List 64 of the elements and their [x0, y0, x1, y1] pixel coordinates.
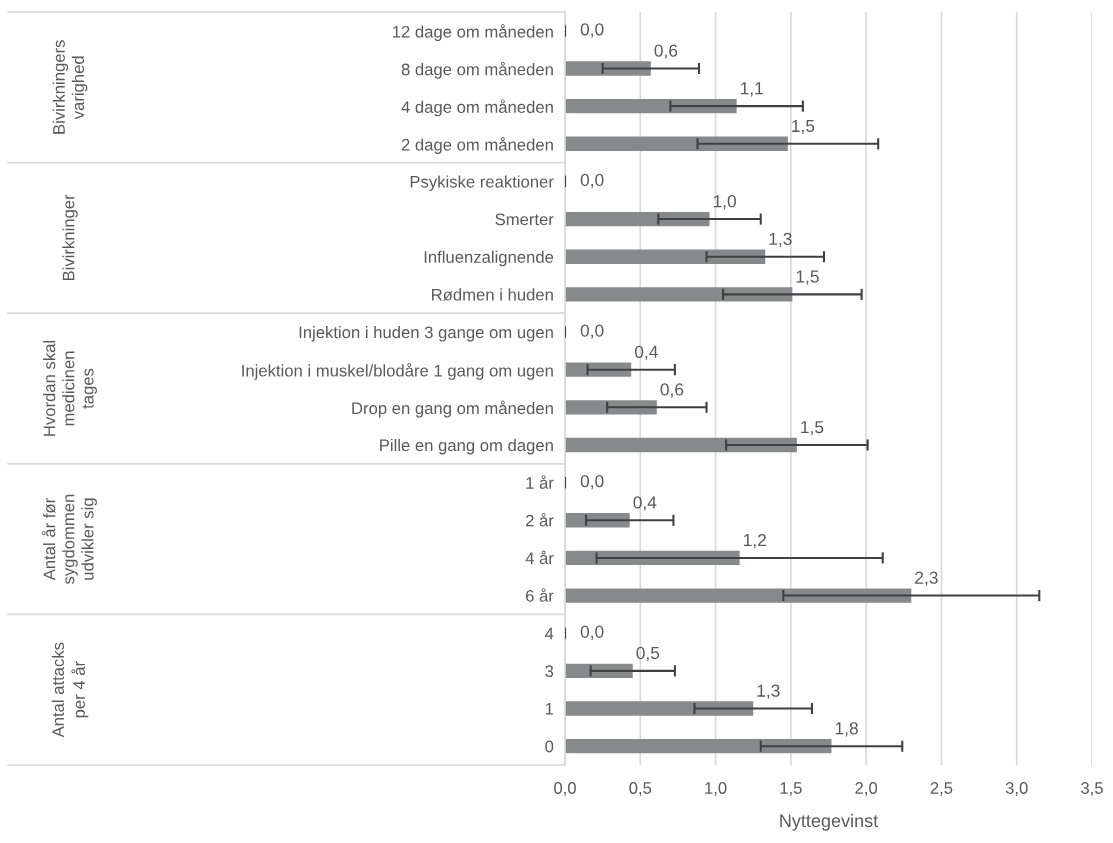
data-label: 1,5 [796, 270, 819, 285]
data-label: 0,0 [580, 23, 604, 38]
x-tick-label: 2,5 [930, 782, 953, 796]
bar [565, 136, 788, 151]
y-tick-label: 8 dage om måneden [401, 61, 553, 79]
text: Bivirkningers varighed [52, 40, 88, 134]
y-tick-label: 6 år [526, 588, 554, 602]
y-tick-label: Injektion i huden 3 gange om ugen [299, 325, 553, 342]
y-tick-label: 12 dage om måneden [393, 24, 553, 41]
text: Hvordan skal medicinen tages [43, 340, 97, 436]
data-label: 0,0 [580, 474, 604, 490]
y-tick-label: Smerter [495, 213, 554, 226]
y-tick-label: Psykiske reaktioner [410, 175, 554, 191]
data-label: 0,0 [580, 625, 604, 640]
y-tick-label: 4 [545, 627, 554, 640]
y-tick-label: 4 år [525, 550, 554, 565]
x-tick-label: 2,0 [855, 782, 878, 796]
data-label: 1,2 [744, 533, 766, 549]
x-tick-label: 1,5 [780, 782, 802, 796]
text: Antal år før sygdommen udvikler sig [41, 494, 97, 585]
bar [565, 249, 766, 264]
text: Antal attacks per 4 år [51, 642, 89, 738]
y-tick-label: 2 dage om måneden [401, 137, 553, 154]
data-label: 0,4 [633, 496, 657, 511]
data-label: 0,6 [654, 44, 678, 59]
y-tick-label: Drop en gang om måneden [352, 400, 553, 418]
data-label: 1,5 [801, 421, 824, 436]
data-label: 0,0 [580, 324, 604, 339]
data-label: 0,5 [636, 646, 660, 662]
data-label: 1,0 [713, 195, 737, 210]
y-tick-label: Pille en gang om dagen [380, 438, 553, 455]
bar [565, 400, 657, 415]
y-tick-label: 3 [545, 665, 554, 678]
data-label: 1,5 [792, 119, 815, 135]
bar [565, 437, 797, 453]
x-tick-label: 3,0 [1005, 782, 1028, 796]
x-tick-label: 1,0 [705, 782, 727, 796]
data-label: 0,0 [580, 173, 604, 189]
bar [565, 211, 710, 227]
y-tick-label: 4 dage om måneden [401, 99, 553, 117]
bar [565, 588, 912, 603]
bar [565, 287, 793, 302]
y-tick-label: 1 år [526, 475, 554, 489]
text: Bivirkninger [62, 194, 78, 281]
y-tick-label: Injektion i muskel/blodåre 1 gang om ugen [242, 362, 553, 380]
y-tick-label: 1 [545, 703, 554, 715]
data-label: 1,1 [740, 82, 763, 97]
y-tick-label: Rødmen i huden [432, 288, 553, 301]
x-axis-title: Nyttegevinst [780, 813, 879, 831]
x-tick-label: 3,5 [1081, 782, 1103, 796]
data-label: 1,8 [835, 722, 858, 737]
data-label: 1,3 [769, 232, 792, 248]
x-tick-label: 0,5 [629, 782, 652, 796]
data-label: 0,4 [634, 345, 658, 361]
data-label: 0,6 [660, 383, 684, 398]
y-tick-label: Influenzalignende [424, 250, 554, 267]
x-tick-label: 0,0 [554, 782, 576, 796]
bar [565, 739, 832, 754]
data-label: 1,3 [757, 684, 780, 699]
y-tick-label: 0 [545, 740, 554, 753]
bar [565, 98, 737, 114]
data-label: 2,3 [915, 571, 938, 586]
bar [565, 701, 754, 716]
y-tick-label: 2 år [526, 512, 554, 527]
